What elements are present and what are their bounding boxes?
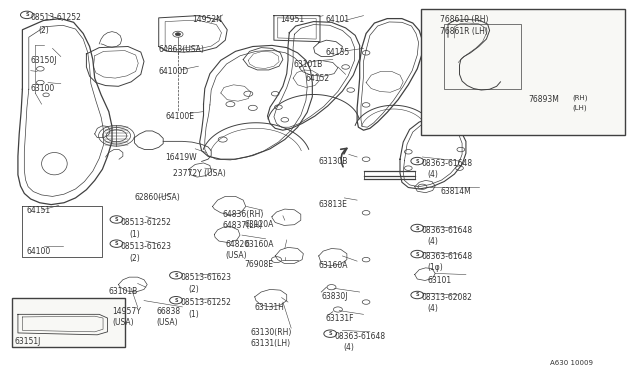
- Text: S: S: [174, 273, 178, 278]
- Text: S: S: [25, 12, 29, 17]
- Text: (1): (1): [129, 230, 140, 238]
- Text: 08513-61252: 08513-61252: [180, 298, 231, 307]
- Text: 63101: 63101: [428, 276, 452, 285]
- Text: S: S: [415, 225, 419, 231]
- Text: 66838: 66838: [157, 307, 181, 316]
- Text: 63120A: 63120A: [244, 220, 274, 229]
- Circle shape: [175, 33, 180, 36]
- Text: S: S: [115, 241, 118, 246]
- Text: 64151: 64151: [27, 206, 51, 215]
- Text: 23772Y (USA): 23772Y (USA): [173, 169, 225, 178]
- Text: S: S: [415, 251, 419, 257]
- Text: 08513-61623: 08513-61623: [180, 273, 232, 282]
- Bar: [421, 9, 625, 135]
- Text: 08513-61623: 08513-61623: [120, 242, 172, 251]
- Text: (2): (2): [189, 285, 200, 294]
- Text: 63151J: 63151J: [14, 337, 40, 346]
- Text: (USA): (USA): [157, 318, 179, 327]
- Text: (1): (1): [189, 310, 200, 318]
- Text: 76893M: 76893M: [528, 95, 559, 104]
- Text: S: S: [174, 298, 178, 303]
- Text: 63101B: 63101B: [293, 60, 323, 68]
- Text: 63130(RH): 63130(RH): [251, 328, 292, 337]
- Text: (4): (4): [428, 237, 438, 246]
- Text: 14951: 14951: [280, 15, 305, 24]
- Text: (USA): (USA): [112, 318, 134, 327]
- Text: 08363-61648: 08363-61648: [421, 159, 472, 168]
- Text: 63130B: 63130B: [319, 157, 348, 166]
- Text: 63101B: 63101B: [109, 287, 138, 296]
- Text: 64101: 64101: [325, 15, 349, 24]
- Text: (4): (4): [343, 343, 354, 352]
- Bar: [12, 298, 125, 347]
- Text: 64863(USA): 64863(USA): [159, 45, 205, 54]
- Text: 64100E: 64100E: [165, 112, 194, 121]
- Text: (4): (4): [428, 304, 438, 313]
- Text: (USA): (USA): [225, 251, 247, 260]
- Text: (2): (2): [129, 254, 140, 263]
- Text: (4): (4): [428, 170, 438, 179]
- Text: 14952N: 14952N: [192, 15, 222, 24]
- Text: (RH): (RH): [573, 95, 588, 101]
- Text: 63160A: 63160A: [319, 261, 348, 270]
- Bar: [444, 24, 521, 89]
- Text: S: S: [415, 292, 419, 298]
- Text: 16419W: 16419W: [165, 153, 196, 161]
- Text: 63131F: 63131F: [325, 314, 354, 323]
- Text: 64820: 64820: [225, 240, 250, 249]
- Text: 08513-61252: 08513-61252: [31, 13, 81, 22]
- Text: 08363-61648: 08363-61648: [421, 252, 472, 261]
- Text: 63131(LH): 63131(LH): [251, 339, 291, 347]
- Text: S: S: [415, 158, 419, 164]
- Text: 64152: 64152: [306, 74, 330, 83]
- Text: 76861R (LH): 76861R (LH): [440, 27, 488, 36]
- Text: (LH): (LH): [573, 105, 588, 111]
- Text: 63131H: 63131H: [255, 303, 285, 312]
- Text: 63160A: 63160A: [244, 240, 274, 249]
- Text: 63814M: 63814M: [440, 187, 471, 196]
- Text: 64100D: 64100D: [159, 67, 189, 76]
- Text: 64135: 64135: [325, 48, 349, 57]
- Text: 08313-62082: 08313-62082: [421, 293, 472, 302]
- Text: 08513-61252: 08513-61252: [120, 218, 171, 227]
- Text: A630 10009: A630 10009: [550, 360, 593, 366]
- Text: 64837(LH): 64837(LH): [223, 221, 263, 230]
- Text: S: S: [328, 331, 332, 336]
- Text: 768610 (RH): 768610 (RH): [440, 15, 489, 24]
- Text: 63813E: 63813E: [319, 200, 348, 209]
- Text: 64836(RH): 64836(RH): [223, 210, 264, 219]
- Text: 14957Y: 14957Y: [112, 307, 141, 316]
- Text: 64100: 64100: [27, 247, 51, 256]
- Text: (1φ): (1φ): [428, 263, 444, 272]
- Text: S: S: [115, 217, 118, 222]
- Text: 08363-61648: 08363-61648: [334, 332, 385, 341]
- Text: 63830J: 63830J: [321, 292, 348, 301]
- Text: 08363-61648: 08363-61648: [421, 226, 472, 235]
- Text: 62860(USA): 62860(USA): [134, 193, 180, 202]
- Text: 76908E: 76908E: [244, 260, 273, 269]
- Text: (2): (2): [38, 26, 49, 35]
- Text: 63150J: 63150J: [31, 56, 57, 65]
- Text: 63100: 63100: [31, 84, 55, 93]
